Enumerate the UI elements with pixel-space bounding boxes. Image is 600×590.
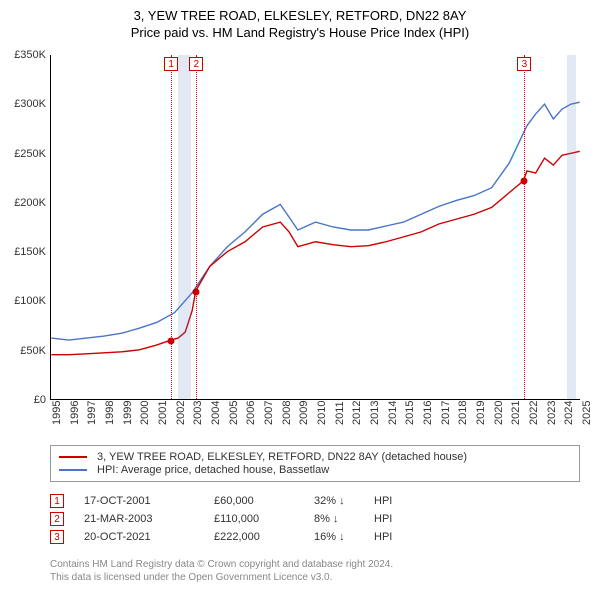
- x-tick-label: 2002: [175, 401, 187, 425]
- y-tick-label: £350K: [1, 49, 46, 61]
- x-tick-label: 2004: [210, 401, 222, 425]
- x-tick-label: 2015: [404, 401, 416, 425]
- event-date: 20-OCT-2021: [84, 531, 214, 543]
- marker-vline: [171, 55, 172, 399]
- legend-swatch-blue: [59, 469, 87, 471]
- event-pct: 8% ↓: [314, 513, 374, 525]
- event-date: 21-MAR-2003: [84, 513, 214, 525]
- series-line: [51, 102, 579, 340]
- y-tick-label: £200K: [1, 197, 46, 209]
- event-row: 2 21-MAR-2003£110,0008% ↓HPI: [50, 512, 580, 526]
- series-line: [51, 151, 579, 354]
- x-tick-label: 2016: [422, 401, 434, 425]
- event-price: £222,000: [214, 531, 314, 543]
- marker-vline: [196, 55, 197, 399]
- x-tick-label: 1996: [69, 401, 81, 425]
- x-tick-label: 1998: [104, 401, 116, 425]
- legend-label: HPI: Average price, detached house, Bass…: [97, 464, 329, 476]
- title-subtitle: Price paid vs. HM Land Registry's House …: [0, 25, 600, 40]
- legend-label: 3, YEW TREE ROAD, ELKESLEY, RETFORD, DN2…: [97, 451, 467, 463]
- marker-dot: [193, 288, 200, 295]
- x-tick-label: 1999: [122, 401, 134, 425]
- event-date: 17-OCT-2001: [84, 495, 214, 507]
- event-pct: 32% ↓: [314, 495, 374, 507]
- x-tick-label: 2008: [281, 401, 293, 425]
- highlight-band: [178, 55, 190, 399]
- marker-dot: [521, 178, 528, 185]
- x-tick-label: 2007: [263, 401, 275, 425]
- legend-item: HPI: Average price, detached house, Bass…: [59, 464, 571, 476]
- x-tick-label: 1997: [86, 401, 98, 425]
- highlight-band: [567, 55, 576, 399]
- event-price: £110,000: [214, 513, 314, 525]
- event-number-box: 1: [50, 494, 64, 508]
- x-tick-label: 2024: [563, 401, 575, 425]
- x-tick-label: 2023: [546, 401, 558, 425]
- event-hpi-label: HPI: [374, 495, 392, 507]
- legend-swatch-red: [59, 456, 87, 458]
- legend-item: 3, YEW TREE ROAD, ELKESLEY, RETFORD, DN2…: [59, 451, 571, 463]
- event-price: £60,000: [214, 495, 314, 507]
- marker-number-box: 1: [164, 57, 178, 71]
- x-tick-label: 1995: [51, 401, 63, 425]
- footer-line1: Contains HM Land Registry data © Crown c…: [50, 558, 580, 571]
- marker-vline: [524, 55, 525, 399]
- title-block: 3, YEW TREE ROAD, ELKESLEY, RETFORD, DN2…: [0, 0, 600, 40]
- event-row: 1 17-OCT-2001£60,00032% ↓HPI: [50, 494, 580, 508]
- chart-lines-svg: [51, 55, 580, 399]
- y-tick-label: £0: [1, 394, 46, 406]
- marker-dot: [168, 337, 175, 344]
- x-tick-label: 2013: [369, 401, 381, 425]
- x-tick-label: 2006: [245, 401, 257, 425]
- x-tick-label: 2001: [157, 401, 169, 425]
- event-pct: 16% ↓: [314, 531, 374, 543]
- event-row: 3 20-OCT-2021£222,00016% ↓HPI: [50, 530, 580, 544]
- x-tick-label: 2017: [440, 401, 452, 425]
- x-tick-label: 2010: [316, 401, 328, 425]
- event-number-box: 3: [50, 530, 64, 544]
- y-tick-label: £100K: [1, 295, 46, 307]
- x-tick-label: 2005: [228, 401, 240, 425]
- y-tick-label: £250K: [1, 148, 46, 160]
- x-tick-label: 2000: [139, 401, 151, 425]
- marker-number-box: 2: [189, 57, 203, 71]
- x-tick-label: 2003: [192, 401, 204, 425]
- x-tick-label: 2018: [457, 401, 469, 425]
- x-tick-label: 2019: [475, 401, 487, 425]
- x-tick-label: 2014: [387, 401, 399, 425]
- x-tick-label: 2020: [493, 401, 505, 425]
- x-tick-label: 2012: [351, 401, 363, 425]
- chart-container: 3, YEW TREE ROAD, ELKESLEY, RETFORD, DN2…: [0, 0, 600, 590]
- marker-number-box: 3: [517, 57, 531, 71]
- chart-plot-area: £0£50K£100K£150K£200K£250K£300K£350K1995…: [50, 55, 580, 400]
- x-tick-label: 2021: [510, 401, 522, 425]
- y-tick-label: £150K: [1, 246, 46, 258]
- event-hpi-label: HPI: [374, 513, 392, 525]
- events-table: 117-OCT-2001£60,00032% ↓HPI221-MAR-2003£…: [50, 490, 580, 548]
- y-tick-label: £50K: [1, 345, 46, 357]
- x-tick-label: 2011: [334, 401, 346, 425]
- x-tick-label: 2009: [298, 401, 310, 425]
- y-tick-label: £300K: [1, 98, 46, 110]
- event-hpi-label: HPI: [374, 531, 392, 543]
- footer-attribution: Contains HM Land Registry data © Crown c…: [50, 558, 580, 584]
- footer-line2: This data is licensed under the Open Gov…: [50, 571, 580, 584]
- title-address: 3, YEW TREE ROAD, ELKESLEY, RETFORD, DN2…: [0, 8, 600, 23]
- x-tick-label: 2025: [581, 401, 593, 425]
- event-number-box: 2: [50, 512, 64, 526]
- legend-box: 3, YEW TREE ROAD, ELKESLEY, RETFORD, DN2…: [50, 445, 580, 482]
- x-tick-label: 2022: [528, 401, 540, 425]
